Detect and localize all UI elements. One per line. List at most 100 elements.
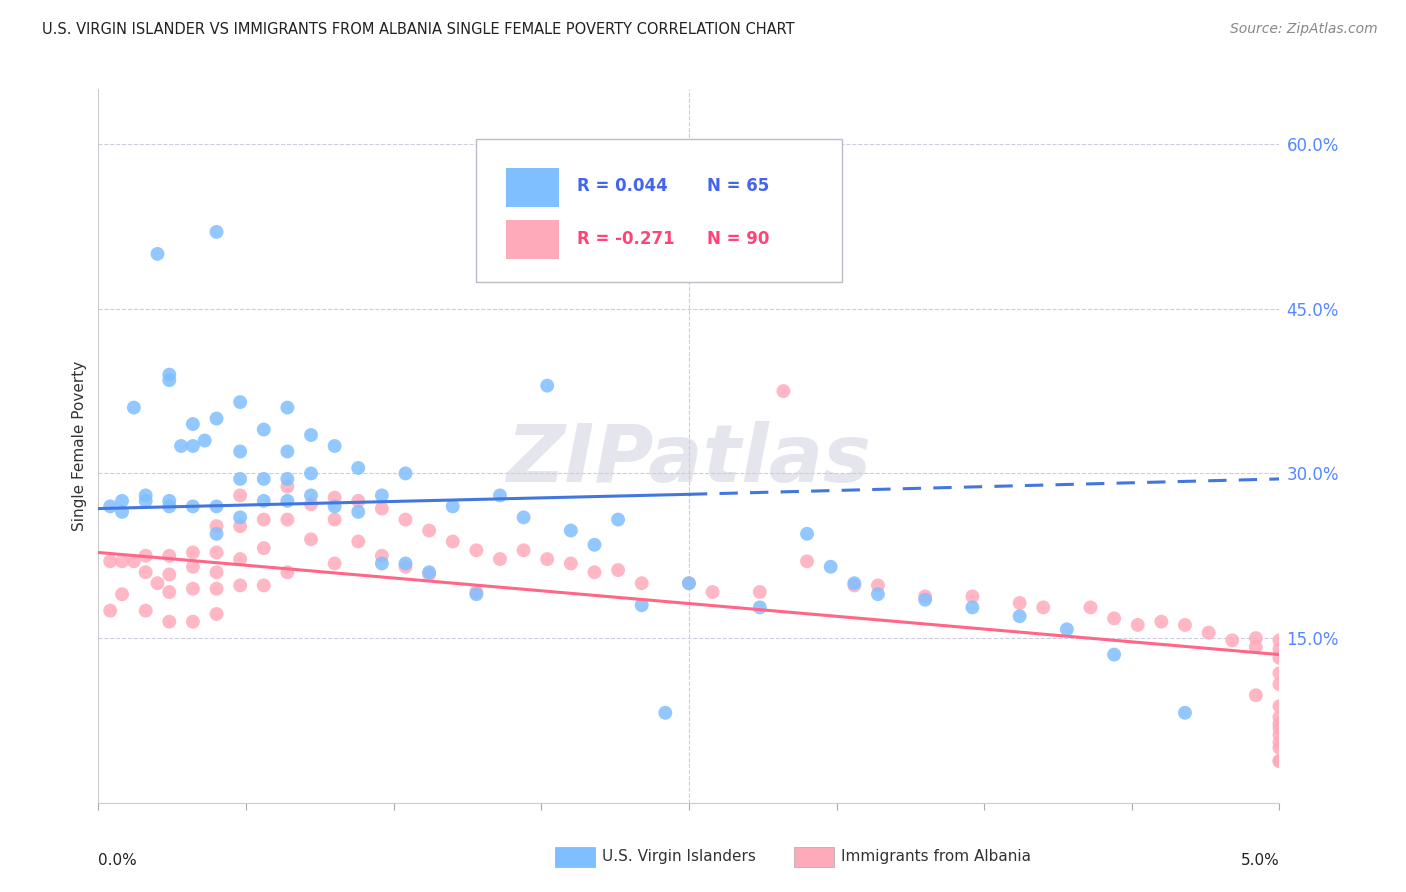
Point [181,615,204,629]
Point [135,494,157,508]
Point [1174,706,1197,720]
Point [205,607,228,621]
Point [181,559,204,574]
Point [157,373,180,387]
Text: Immigrants from Albania: Immigrants from Albania [841,849,1031,863]
FancyBboxPatch shape [477,139,842,282]
Point [1268,740,1291,755]
Point [181,500,204,514]
Point [229,444,252,458]
Point [1268,677,1291,691]
Point [1244,640,1267,654]
Point [98,500,121,514]
Point [1150,615,1173,629]
Point [1268,716,1291,731]
Point [347,505,370,519]
Point [678,576,700,591]
Point [962,590,984,604]
Point [276,444,298,458]
Text: 0.0%: 0.0% [98,853,138,868]
Point [276,401,298,415]
Point [122,401,145,415]
Point [702,585,724,599]
Point [347,461,370,475]
Point [1080,600,1102,615]
Point [914,592,936,607]
Point [347,494,370,508]
Point [135,488,157,502]
Point [347,534,370,549]
Point [1056,623,1078,637]
Point [1126,618,1149,632]
Text: R = -0.271: R = -0.271 [576,230,675,248]
Point [583,538,606,552]
Point [299,467,322,481]
Text: N = 90: N = 90 [707,230,769,248]
Point [465,587,488,601]
Point [583,566,606,580]
Point [772,384,794,398]
Point [276,494,298,508]
Point [465,543,488,558]
Point [253,423,276,437]
Point [157,368,180,382]
Point [371,488,394,502]
Point [962,600,984,615]
Point [1008,596,1031,610]
Point [299,497,322,511]
Point [229,488,252,502]
Point [135,604,157,618]
Point [299,428,322,442]
Point [276,512,298,526]
Point [678,576,700,591]
Point [253,472,276,486]
Point [205,225,228,239]
Text: Source: ZipAtlas.com: Source: ZipAtlas.com [1230,22,1378,37]
Point [820,559,842,574]
Point [371,557,394,571]
Point [229,472,252,486]
Point [111,587,134,601]
Point [253,541,276,555]
Point [748,585,770,599]
Point [1244,688,1267,702]
Point [489,552,512,566]
Bar [506,168,560,207]
Point [205,411,228,425]
Point [229,510,252,524]
Point [146,576,169,591]
Point [394,467,416,481]
Point [418,524,440,538]
Point [157,585,180,599]
Point [1174,618,1197,632]
Point [1032,600,1054,615]
Point [1268,651,1291,665]
Point [465,585,488,599]
Point [441,500,464,514]
Point [1268,721,1291,735]
Point [607,563,630,577]
Point [135,549,157,563]
Y-axis label: Single Female Poverty: Single Female Poverty [72,361,87,531]
Point [796,526,818,541]
Point [205,566,228,580]
Point [1102,611,1125,625]
Point [157,567,180,582]
Point [1198,625,1220,640]
Point [1268,754,1291,768]
Point [630,598,652,612]
Point [323,500,346,514]
Point [157,500,180,514]
Text: U.S. Virgin Islanders: U.S. Virgin Islanders [602,849,755,863]
Point [205,582,228,596]
Point [630,576,652,591]
Point [654,706,676,720]
Point [866,587,889,601]
Point [323,439,346,453]
Point [181,582,204,596]
Point [418,567,440,582]
Point [914,590,936,604]
Point [607,512,630,526]
Point [111,554,134,568]
Point [844,578,866,592]
